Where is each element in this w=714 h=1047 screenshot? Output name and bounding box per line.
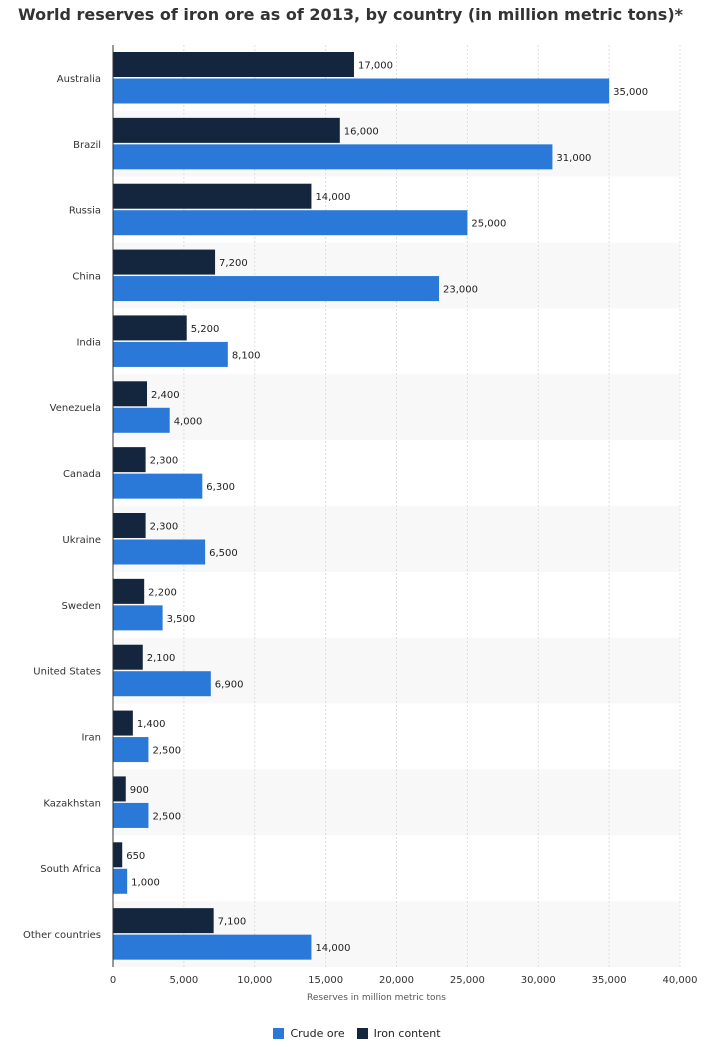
- category-label-australia: Australia: [57, 74, 101, 85]
- value-label-crude-ore-brazil: 31,000: [556, 153, 591, 164]
- bar-iron-content-ukraine[interactable]: [113, 513, 146, 538]
- value-label-crude-ore-australia: 35,000: [613, 87, 648, 98]
- value-label-crude-ore-iran: 2,500: [152, 746, 181, 757]
- bar-crude-ore-russia[interactable]: [113, 210, 468, 236]
- x-tick-label: 35,000: [592, 975, 627, 986]
- value-label-iron-content-south-africa: 650: [126, 851, 145, 862]
- category-label-other-countries: Other countries: [23, 930, 101, 941]
- bar-crude-ore-united-states[interactable]: [113, 671, 211, 697]
- legend-label-crude-ore: Crude ore: [290, 1027, 345, 1040]
- bar-crude-ore-china[interactable]: [113, 276, 440, 302]
- value-label-iron-content-australia: 17,000: [358, 61, 393, 72]
- bar-iron-content-australia[interactable]: [113, 52, 354, 77]
- legend: Crude ore Iron content: [0, 1027, 714, 1040]
- bars: [113, 52, 610, 960]
- category-label-ukraine: Ukraine: [62, 535, 101, 546]
- x-tick-label: 10,000: [237, 975, 272, 986]
- value-label-iron-content-canada: 2,300: [150, 456, 179, 467]
- bar-crude-ore-ukraine[interactable]: [113, 539, 206, 565]
- category-label-sweden: Sweden: [61, 601, 101, 612]
- bar-crude-ore-kazakhstan[interactable]: [113, 802, 149, 828]
- category-label-united-states: United States: [33, 667, 101, 678]
- legend-label-iron-content: Iron content: [373, 1027, 441, 1040]
- bar-iron-content-united-states[interactable]: [113, 644, 143, 670]
- bar-iron-content-sweden[interactable]: [113, 578, 145, 604]
- value-label-crude-ore-venezuela: 4,000: [174, 416, 203, 427]
- bar-crude-ore-venezuela[interactable]: [113, 407, 170, 433]
- x-tick-label: 30,000: [521, 975, 556, 986]
- chart-title: World reserves of iron ore as of 2013, b…: [18, 5, 684, 24]
- legend-item-crude-ore[interactable]: Crude ore: [273, 1027, 345, 1040]
- value-label-iron-content-other-countries: 7,100: [218, 917, 247, 928]
- value-label-iron-content-ukraine: 2,300: [150, 522, 179, 533]
- bar-iron-content-china[interactable]: [113, 249, 216, 275]
- bar-crude-ore-iran[interactable]: [113, 737, 149, 763]
- x-tick-label: 5,000: [170, 975, 199, 986]
- value-label-crude-ore-russia: 25,000: [471, 219, 506, 230]
- category-label-india: India: [76, 337, 101, 348]
- value-label-crude-ore-south-africa: 1,000: [131, 877, 160, 888]
- category-label-brazil: Brazil: [73, 140, 101, 151]
- category-label-south-africa: South Africa: [40, 864, 101, 875]
- bar-crude-ore-australia[interactable]: [113, 78, 610, 104]
- x-tick-label: 40,000: [663, 975, 698, 986]
- bar-crude-ore-brazil[interactable]: [113, 144, 553, 170]
- value-label-crude-ore-sweden: 3,500: [167, 614, 196, 625]
- category-label-iran: Iran: [81, 733, 101, 744]
- x-tick-label: 20,000: [379, 975, 414, 986]
- value-label-iron-content-brazil: 16,000: [344, 126, 379, 137]
- value-label-crude-ore-canada: 6,300: [206, 482, 235, 493]
- category-label-russia: Russia: [69, 206, 101, 217]
- value-label-iron-content-venezuela: 2,400: [151, 390, 180, 401]
- value-label-crude-ore-kazakhstan: 2,500: [152, 811, 181, 822]
- bar-iron-content-other-countries[interactable]: [113, 908, 214, 934]
- bar-iron-content-russia[interactable]: [113, 183, 312, 209]
- value-label-crude-ore-ukraine: 6,500: [209, 548, 238, 559]
- value-label-iron-content-kazakhstan: 900: [130, 785, 149, 796]
- bar-iron-content-kazakhstan[interactable]: [113, 776, 126, 802]
- category-label-kazakhstan: Kazakhstan: [43, 798, 101, 809]
- value-label-iron-content-iran: 1,400: [137, 719, 166, 730]
- category-labels: Australia Brazil Russia China India Venezuela…: [23, 74, 101, 941]
- value-label-iron-content-united-states: 2,100: [147, 653, 176, 664]
- x-tick-label: 25,000: [450, 975, 485, 986]
- bar-iron-content-india[interactable]: [113, 315, 187, 341]
- value-label-crude-ore-united-states: 6,900: [215, 680, 244, 691]
- category-label-canada: Canada: [63, 469, 101, 480]
- value-label-crude-ore-india: 8,100: [232, 350, 261, 361]
- value-label-crude-ore-other-countries: 14,000: [315, 943, 350, 954]
- x-axis-title: Reserves in million metric tons: [307, 993, 446, 1003]
- bar-iron-content-south-africa[interactable]: [113, 842, 123, 868]
- bar-iron-content-iran[interactable]: [113, 710, 133, 736]
- bar-iron-content-brazil[interactable]: [113, 117, 340, 143]
- category-bands: [113, 110, 680, 967]
- x-axis-ticks: 0 5,000 10,000 15,000 20,000 25,000 30,000 35,0…: [110, 975, 698, 986]
- value-labels: 17,000 35,000 16,000 31,000 14,000 25,000 7,20…: [126, 61, 648, 955]
- x-tick-label: 0: [110, 975, 116, 986]
- value-label-iron-content-india: 5,200: [191, 324, 220, 335]
- value-label-iron-content-china: 7,200: [219, 258, 248, 269]
- value-label-iron-content-sweden: 2,200: [148, 587, 177, 598]
- legend-item-iron-content[interactable]: Iron content: [356, 1027, 441, 1040]
- x-tick-label: 15,000: [308, 975, 343, 986]
- legend-swatch-iron-content: [356, 1028, 368, 1039]
- category-label-china: China: [72, 272, 101, 283]
- bar-crude-ore-other-countries[interactable]: [113, 934, 312, 960]
- value-label-crude-ore-china: 23,000: [443, 285, 478, 296]
- category-label-venezuela: Venezuela: [50, 403, 101, 414]
- value-label-iron-content-russia: 14,000: [315, 192, 350, 203]
- bar-crude-ore-india[interactable]: [113, 341, 228, 367]
- bar-iron-content-venezuela[interactable]: [113, 381, 148, 407]
- bar-chart: 17,000 35,000 16,000 31,000 14,000 25,000 7,20…: [23, 45, 698, 1003]
- legend-swatch-crude-ore: [273, 1028, 285, 1039]
- bar-crude-ore-south-africa[interactable]: [113, 868, 128, 894]
- bar-crude-ore-canada[interactable]: [113, 473, 203, 499]
- bar-iron-content-canada[interactable]: [113, 447, 146, 473]
- bar-crude-ore-sweden[interactable]: [113, 605, 163, 631]
